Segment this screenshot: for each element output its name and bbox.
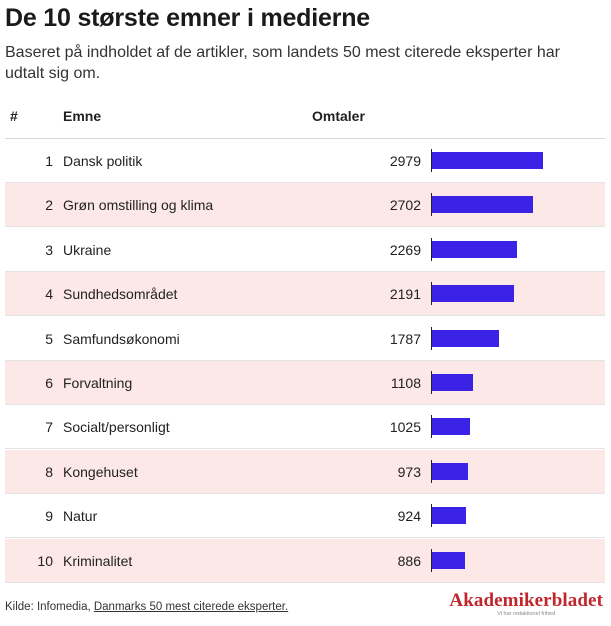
- row-value: 973: [397, 463, 421, 480]
- table-row: 3 Ukraine 2269: [5, 228, 605, 272]
- row-topic: Kriminalitet: [63, 552, 133, 569]
- table-row: 10 Kriminalitet 886: [5, 538, 605, 583]
- value-bar: [432, 418, 471, 436]
- header-divider: [5, 138, 605, 139]
- bar-baseline: [431, 193, 432, 217]
- bar-cell: [431, 183, 601, 227]
- table-row: 2 Grøn omstilling og klima 2702: [5, 183, 605, 228]
- bar-cell: [431, 450, 601, 494]
- value-bar: [432, 507, 467, 525]
- bar-cell: [431, 405, 601, 449]
- row-value: 886: [397, 552, 421, 569]
- row-rank: 3: [45, 241, 53, 258]
- bar-baseline: [431, 548, 432, 572]
- bar-cell: [431, 317, 601, 361]
- column-header-rank: #: [10, 108, 18, 124]
- row-rank: 5: [45, 330, 53, 347]
- value-bar: [432, 374, 474, 391]
- row-topic: Natur: [63, 508, 98, 525]
- row-value: 2702: [389, 197, 421, 214]
- bar-baseline: [431, 326, 432, 350]
- row-rank: 1: [45, 153, 53, 169]
- row-topic: Ukraine: [63, 241, 112, 258]
- source-label: Kilde: Infomedia,: [5, 601, 94, 613]
- value-bar: [432, 285, 514, 303]
- bar-baseline: [431, 504, 432, 528]
- row-rank: 10: [37, 552, 53, 569]
- value-bar: [432, 551, 465, 569]
- table-row: 5 Samfundsøkonomi 1787: [5, 317, 605, 361]
- value-bar: [432, 329, 499, 347]
- column-header-count: Omtaler: [312, 108, 365, 124]
- value-bar: [432, 152, 543, 169]
- row-topic: Grøn omstilling og klima: [63, 197, 214, 214]
- source-link[interactable]: Danmarks 50 mest citerede eksperter.: [93, 601, 289, 613]
- value-bar: [432, 196, 533, 214]
- row-rank: 6: [45, 375, 53, 391]
- bar-baseline: [431, 459, 432, 483]
- bar-baseline: [431, 371, 432, 394]
- logo-tagline: Vi har redaktionel frihed: [497, 611, 556, 617]
- table-row: 8 Kongehuset 973: [5, 449, 605, 494]
- row-value: 924: [397, 508, 421, 525]
- value-bar: [432, 462, 469, 480]
- column-header-topic: Emne: [63, 108, 102, 124]
- table-row: 4 Sundhedsområdet 2191: [5, 272, 605, 317]
- bar-baseline: [431, 237, 432, 261]
- bar-baseline: [431, 282, 432, 306]
- row-value: 1025: [389, 419, 421, 436]
- bar-cell: [431, 361, 601, 405]
- bar-cell: [431, 494, 601, 538]
- row-topic: Socialt/personligt: [63, 419, 170, 436]
- bar-cell: [431, 539, 601, 583]
- chart-subtitle: Baseret på indholdet af de artikler, som…: [5, 44, 560, 82]
- row-rank: 9: [45, 508, 53, 525]
- row-value: 1787: [389, 330, 421, 347]
- row-value: 2191: [389, 286, 421, 303]
- row-topic: Samfundsøkonomi: [63, 330, 180, 347]
- table-row: 6 Forvaltning 1108: [5, 361, 605, 405]
- value-bar: [432, 240, 517, 258]
- source-note: Kilde: Infomedia, Danmarks 50 mest citer…: [5, 601, 288, 613]
- row-value: 2269: [389, 241, 421, 258]
- row-topic: Forvaltning: [63, 375, 133, 391]
- chart-title: De 10 største emner i medierne: [5, 4, 370, 32]
- bar-baseline: [431, 149, 432, 172]
- table-row: 9 Natur 924: [5, 494, 605, 539]
- bar-cell: [431, 228, 601, 272]
- publisher-logo: Akademikerbladet Vi har redaktionel frih…: [449, 591, 603, 618]
- row-rank: 2: [45, 197, 53, 214]
- bar-baseline: [431, 415, 432, 439]
- row-rank: 7: [45, 419, 53, 436]
- row-value: 2979: [389, 153, 421, 169]
- logo-name: Akademikerbladet: [449, 590, 603, 611]
- table-row: 7 Socialt/personligt 1025: [5, 405, 605, 450]
- row-topic: Dansk politik: [63, 153, 143, 169]
- bar-cell: [431, 272, 601, 316]
- bar-cell: [431, 139, 601, 183]
- row-topic: Sundhedsområdet: [63, 286, 178, 303]
- row-value: 1108: [390, 375, 421, 391]
- table-row: 1 Dansk politik 2979: [5, 139, 605, 183]
- row-rank: 8: [45, 463, 53, 480]
- row-rank: 4: [45, 286, 53, 303]
- row-topic: Kongehuset: [63, 463, 138, 480]
